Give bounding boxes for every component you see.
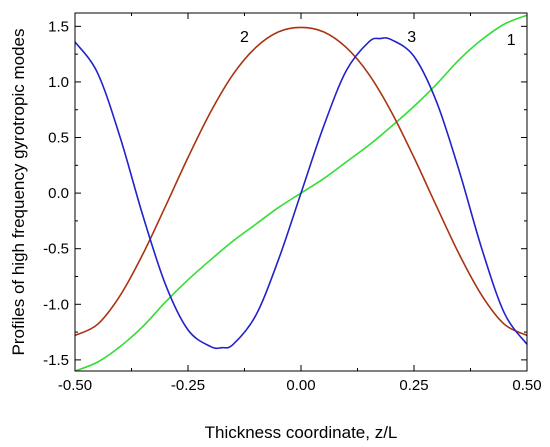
y-tick-label: 0.0 (48, 185, 69, 202)
y-tick-label: -1.0 (43, 296, 69, 313)
x-tick-label: 0.00 (286, 377, 315, 394)
curve-label-2: 2 (240, 29, 249, 46)
y-tick-label: 0.5 (48, 130, 69, 147)
x-tick-label: 0.25 (399, 377, 428, 394)
x-tick-label: -0.50 (58, 377, 92, 394)
series-layer (74, 14, 528, 372)
series-line-2 (74, 26, 528, 337)
y-tick-label: -0.5 (43, 241, 69, 258)
curve-label-1: 1 (507, 32, 516, 49)
plot-frame (74, 12, 528, 372)
x-tick-label: -0.25 (171, 377, 205, 394)
y-tick-label: 1.5 (48, 18, 69, 35)
series-line-3 (74, 37, 528, 350)
x-tick-label: 0.50 (512, 377, 541, 394)
y-tick-label: -1.5 (43, 352, 69, 369)
labels-layer: -0.50 -0.25 0.00 0.25 0.50 -1.5 -1.0 -0.5 0.0 0.5… (43, 18, 541, 394)
curve-label-3: 3 (407, 29, 416, 46)
y-axis-title: Profiles of high frequency gyrotropic mo… (9, 29, 28, 356)
x-axis-title: Thickness coordinate, z/L (205, 423, 398, 442)
y-tick-label: 1.0 (48, 74, 69, 91)
